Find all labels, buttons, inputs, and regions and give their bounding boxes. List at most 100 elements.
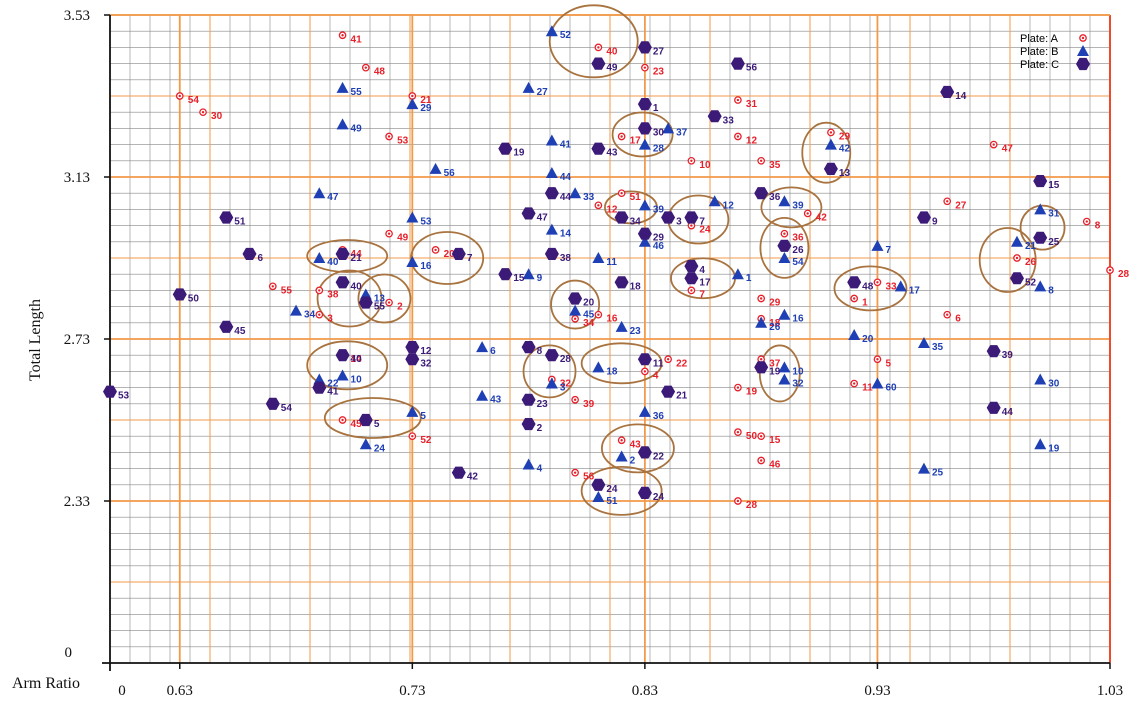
- marker-dot: [620, 192, 623, 195]
- point-label-a: 31: [746, 99, 758, 110]
- point-label-a: 24: [699, 225, 711, 236]
- marker-dot: [573, 471, 577, 474]
- grid: [109, 14, 1111, 664]
- point-label-a: 20: [444, 249, 456, 260]
- cluster-circle: [601, 423, 675, 474]
- point-a: [803, 209, 812, 218]
- marker-dot: [620, 135, 623, 138]
- marker-dot: [759, 435, 763, 438]
- point-label-b: 54: [792, 257, 804, 268]
- point-label-c: 2: [537, 423, 543, 434]
- marker-dot: [620, 439, 623, 442]
- point-label-c: 33: [723, 115, 735, 126]
- point-label-c: 56: [746, 63, 758, 74]
- marker-dot: [387, 301, 391, 304]
- point-label-c: 21: [351, 253, 363, 264]
- point-c: [451, 466, 466, 479]
- marker-dot: [1081, 36, 1085, 40]
- x-origin-label: 0: [118, 683, 126, 699]
- point-b: [406, 98, 419, 110]
- marker-dot: [643, 370, 647, 373]
- point-c: [265, 397, 280, 410]
- point-label-a: 2: [397, 302, 403, 313]
- point-label-b: 35: [932, 342, 944, 353]
- point-label-c: 25: [1048, 237, 1060, 248]
- point-label-a: 22: [676, 358, 688, 369]
- point-label-a: 12: [606, 204, 618, 215]
- point-c: [637, 98, 652, 111]
- marker-dot: [318, 289, 321, 292]
- point-label-a: 54: [188, 95, 200, 106]
- point-c: [544, 349, 559, 362]
- point-c: [568, 292, 583, 305]
- point-label-b: 51: [606, 496, 618, 507]
- legend-entry-label: Plate: B: [1020, 46, 1059, 58]
- x-tick-label: 0.63: [167, 683, 193, 699]
- point-label-b: 24: [374, 443, 386, 454]
- point-c: [637, 41, 652, 54]
- point-label-a: 30: [211, 111, 223, 122]
- point-label-b: 43: [490, 395, 502, 406]
- point-b: [848, 328, 861, 340]
- marker-dot: [341, 34, 344, 37]
- cluster-circle: [1019, 204, 1066, 251]
- marker-dot: [341, 418, 344, 422]
- point-c: [777, 239, 792, 252]
- point-c: [335, 349, 350, 362]
- point-b: [592, 490, 605, 502]
- point-c: [219, 320, 234, 333]
- point-label-b: 32: [792, 379, 804, 390]
- point-label-a: 39: [583, 399, 595, 410]
- point-label-c: 15: [513, 273, 525, 284]
- point-label-b: 53: [420, 217, 432, 228]
- point-label-b: 39: [792, 200, 804, 211]
- point-label-c: 27: [653, 46, 665, 57]
- y-tick-label: 2.73: [64, 332, 90, 348]
- point-label-a: 26: [1025, 257, 1037, 268]
- point-label-a: 28: [746, 500, 758, 511]
- point-c: [219, 211, 234, 224]
- point-label-a: 47: [1002, 144, 1014, 155]
- point-label-c: 9: [932, 217, 938, 228]
- marker-dot: [597, 313, 600, 316]
- cluster-circle: [978, 227, 1037, 293]
- point-label-a: 6: [955, 314, 961, 325]
- point-a: [641, 367, 649, 376]
- point-b: [406, 405, 419, 417]
- point-label-b: 36: [653, 411, 665, 422]
- point-label-c: 53: [118, 391, 130, 402]
- x-tick-label: 1.03: [1097, 683, 1123, 699]
- cluster-circle: [306, 239, 389, 273]
- point-label-b: 56: [444, 168, 456, 179]
- point-label-c: 36: [769, 192, 781, 203]
- marker-dot: [852, 382, 856, 385]
- point-b: [476, 389, 489, 401]
- point-label-a: 52: [420, 435, 432, 446]
- point-a: [780, 229, 789, 238]
- marker-dot: [364, 66, 368, 69]
- point-label-c: 54: [281, 403, 293, 414]
- point-label-c: 8: [537, 346, 543, 357]
- point-a: [571, 395, 579, 404]
- point-label-b: 25: [932, 468, 944, 479]
- point-label-c: 7: [467, 253, 473, 264]
- point-a: [268, 282, 277, 291]
- point-c: [591, 57, 606, 70]
- point-b: [894, 280, 907, 292]
- point-label-c: 30: [653, 127, 665, 138]
- point-b: [522, 268, 535, 280]
- point-label-b: 13: [374, 293, 386, 304]
- cluster-circle: [550, 279, 601, 330]
- marker-dot: [387, 232, 391, 235]
- point-c: [521, 418, 536, 431]
- point-label-b: 20: [862, 334, 874, 345]
- point-b: [917, 337, 930, 349]
- point-label-c: 41: [327, 387, 339, 398]
- cluster-circle: [758, 344, 801, 403]
- point-label-b: 27: [537, 87, 549, 98]
- point-a: [199, 108, 207, 117]
- point-label-a: 8: [1095, 221, 1101, 232]
- point-label-a: 10: [699, 160, 711, 171]
- point-c: [754, 187, 769, 200]
